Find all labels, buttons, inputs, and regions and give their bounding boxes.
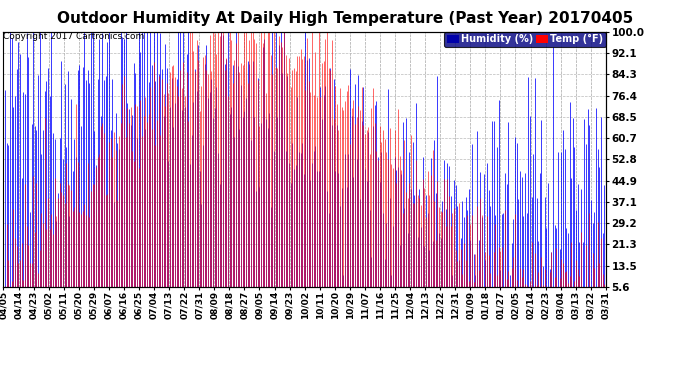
- Legend: Humidity (%), Temp (°F): Humidity (%), Temp (°F): [444, 32, 606, 47]
- Text: Copyright 2017 Cartronics.com: Copyright 2017 Cartronics.com: [3, 32, 145, 41]
- Text: Outdoor Humidity At Daily High Temperature (Past Year) 20170405: Outdoor Humidity At Daily High Temperatu…: [57, 11, 633, 26]
